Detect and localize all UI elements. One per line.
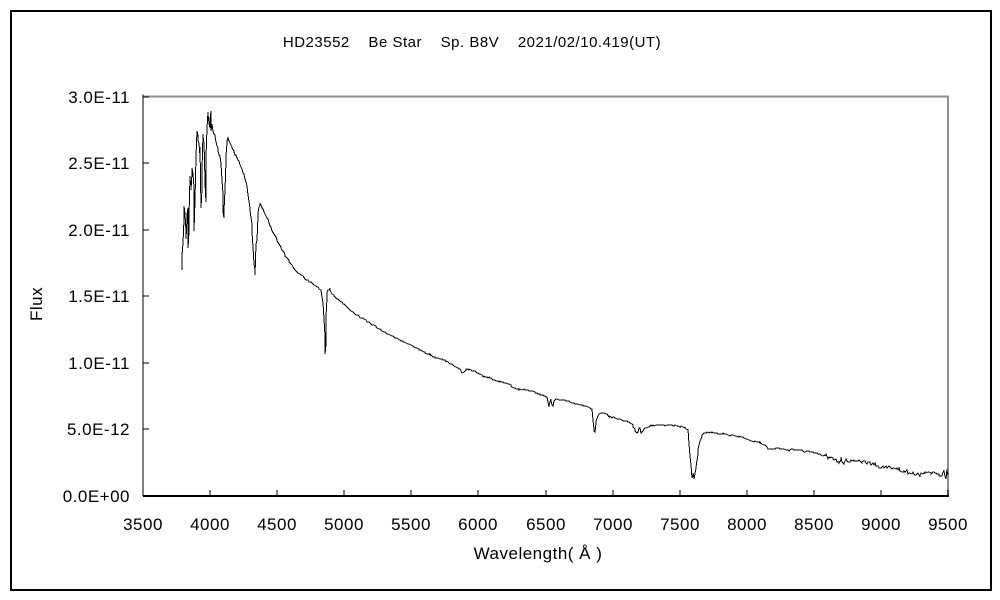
outer-border	[10, 10, 992, 591]
y-tick-label: 1.0E-11	[68, 354, 130, 373]
x-tick-label: 8000	[727, 515, 767, 534]
x-tick-label: 3500	[123, 515, 163, 534]
x-tick-label: 9500	[928, 515, 968, 534]
x-tick-label: 8500	[794, 515, 834, 534]
x-tick-label: 6500	[526, 515, 566, 534]
x-tick-label: 9000	[861, 515, 901, 534]
x-tick-label: 4000	[190, 515, 230, 534]
y-tick-label: 0.0E+00	[63, 487, 130, 506]
x-tick-label: 5500	[391, 515, 431, 534]
y-tick-label: 2.5E-11	[68, 154, 130, 173]
spectrum-line	[181, 110, 949, 480]
y-tick-label: 5.0E-12	[67, 420, 130, 439]
y-tick-label: 2.0E-11	[68, 221, 130, 240]
x-tick-label: 7000	[593, 515, 633, 534]
chart-title: HD23552 Be Star Sp. B8V 2021/02/10.419(U…	[282, 34, 662, 51]
x-tick-label: 6000	[458, 515, 498, 534]
y-tick-label: 1.5E-11	[68, 287, 130, 306]
x-tick-label: 4500	[257, 515, 297, 534]
x-axis-title: Wavelength( Å )	[473, 544, 603, 563]
x-tick-label: 7500	[660, 515, 700, 534]
x-tick-label: 5000	[324, 515, 364, 534]
y-tick-label: 3.0E-11	[68, 88, 130, 107]
